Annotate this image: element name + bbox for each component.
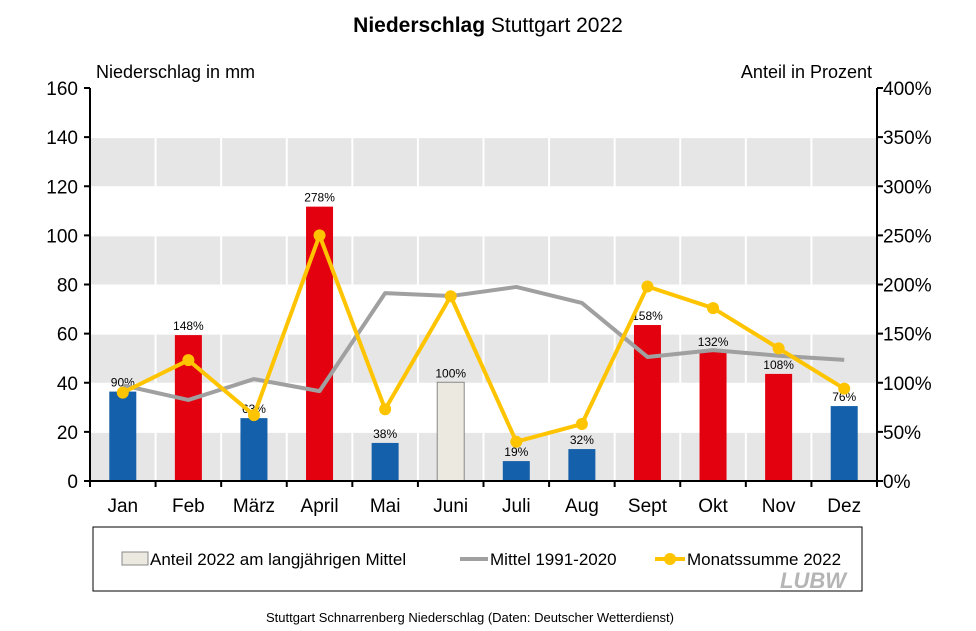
bar-label: 38%: [373, 427, 397, 441]
left-tick-label: 120: [46, 177, 78, 198]
left-tick-label: 20: [57, 423, 78, 444]
right-tick-label: 250%: [883, 226, 932, 247]
left-tick-label: 160: [46, 79, 78, 100]
x-tick-label: Aug: [565, 496, 599, 517]
legend-marker-monatssumme: [664, 553, 676, 565]
left-tick-label: 100: [46, 226, 78, 247]
x-tick-label: Juni: [433, 496, 468, 517]
x-tick-label: Jan: [107, 496, 138, 517]
x-tick-label: Sept: [628, 496, 668, 517]
left-axis-label: Niederschlag in mm: [96, 62, 255, 82]
bar-label: 132%: [698, 335, 729, 349]
x-tick-label: Mai: [370, 496, 401, 517]
line-mittel-1991-2020: [122, 284, 845, 402]
right-axis-label: Anteil in Prozent: [741, 62, 872, 82]
right-tick-label: 100%: [883, 374, 932, 395]
point-Nov: [772, 342, 785, 355]
point-März: [247, 409, 260, 422]
point-April: [313, 229, 326, 242]
x-tick-label: März: [233, 496, 275, 517]
x-tick-label: Feb: [172, 496, 205, 517]
point-Sept: [641, 280, 654, 293]
point-Juni: [444, 290, 457, 303]
bar-Okt: [699, 350, 727, 481]
left-tick-label: 40: [57, 374, 78, 395]
x-tick-label: April: [301, 496, 339, 517]
legend: Anteil 2022 am langjährigen Mittel Mitte…: [92, 526, 863, 593]
bar-Jan: [109, 391, 137, 481]
left-tick-label: 140: [46, 128, 78, 149]
right-tick-label: 0%: [883, 472, 911, 493]
bar-Dez: [830, 406, 858, 481]
bar-Juli: [502, 461, 530, 481]
bar-label: 108%: [763, 358, 794, 372]
point-Feb: [182, 354, 195, 367]
x-tick-label: Dez: [827, 496, 861, 517]
legend-item-mittel: Mittel 1991-2020: [490, 550, 617, 569]
left-tick-label: 0: [67, 472, 78, 493]
footnote: Stuttgart Schnarrenberg Niederschlag (Da…: [266, 610, 674, 625]
bar-label: 100%: [435, 366, 466, 380]
line-monatssumme-2022: [121, 233, 846, 444]
legend-item-monatssumme: Monatssumme 2022: [687, 550, 841, 569]
point-Juli: [510, 435, 523, 448]
point-Okt: [707, 302, 720, 315]
lubw-logo: LUBW: [780, 568, 848, 593]
legend-item-bars: Anteil 2022 am langjährigen Mittel: [150, 550, 406, 569]
legend-swatch-bars: [121, 551, 149, 566]
right-tick-label: 200%: [883, 276, 932, 297]
right-tick-label: 300%: [883, 177, 932, 198]
bar-label: 19%: [504, 445, 528, 459]
left-tick-label: 60: [57, 325, 78, 346]
right-tick-label: 50%: [883, 423, 921, 444]
bar-label: 76%: [832, 390, 856, 404]
point-Mai: [379, 403, 392, 416]
point-Jan: [116, 386, 129, 399]
bar-April: [306, 206, 334, 481]
bar-März: [240, 418, 268, 481]
right-tick-label: 350%: [883, 128, 932, 149]
bar-Mai: [371, 442, 399, 481]
x-tick-label: Nov: [762, 496, 796, 517]
bar-label: 158%: [632, 309, 663, 323]
bar-label: 278%: [304, 191, 335, 205]
x-tick-label: Okt: [698, 496, 728, 517]
bar-Juni: [436, 381, 465, 482]
right-tick-label: 400%: [883, 79, 932, 100]
x-tick-label: Juli: [502, 496, 531, 517]
bar-Aug: [568, 449, 596, 481]
bar-label: 32%: [570, 433, 594, 447]
point-Aug: [575, 418, 588, 431]
bar-Nov: [765, 373, 793, 481]
bar-label: 148%: [173, 319, 204, 333]
point-Dez: [838, 382, 851, 395]
right-tick-label: 150%: [883, 325, 932, 346]
left-tick-label: 80: [57, 276, 78, 297]
chart-title: Niederschlag Stuttgart 2022: [353, 14, 623, 37]
